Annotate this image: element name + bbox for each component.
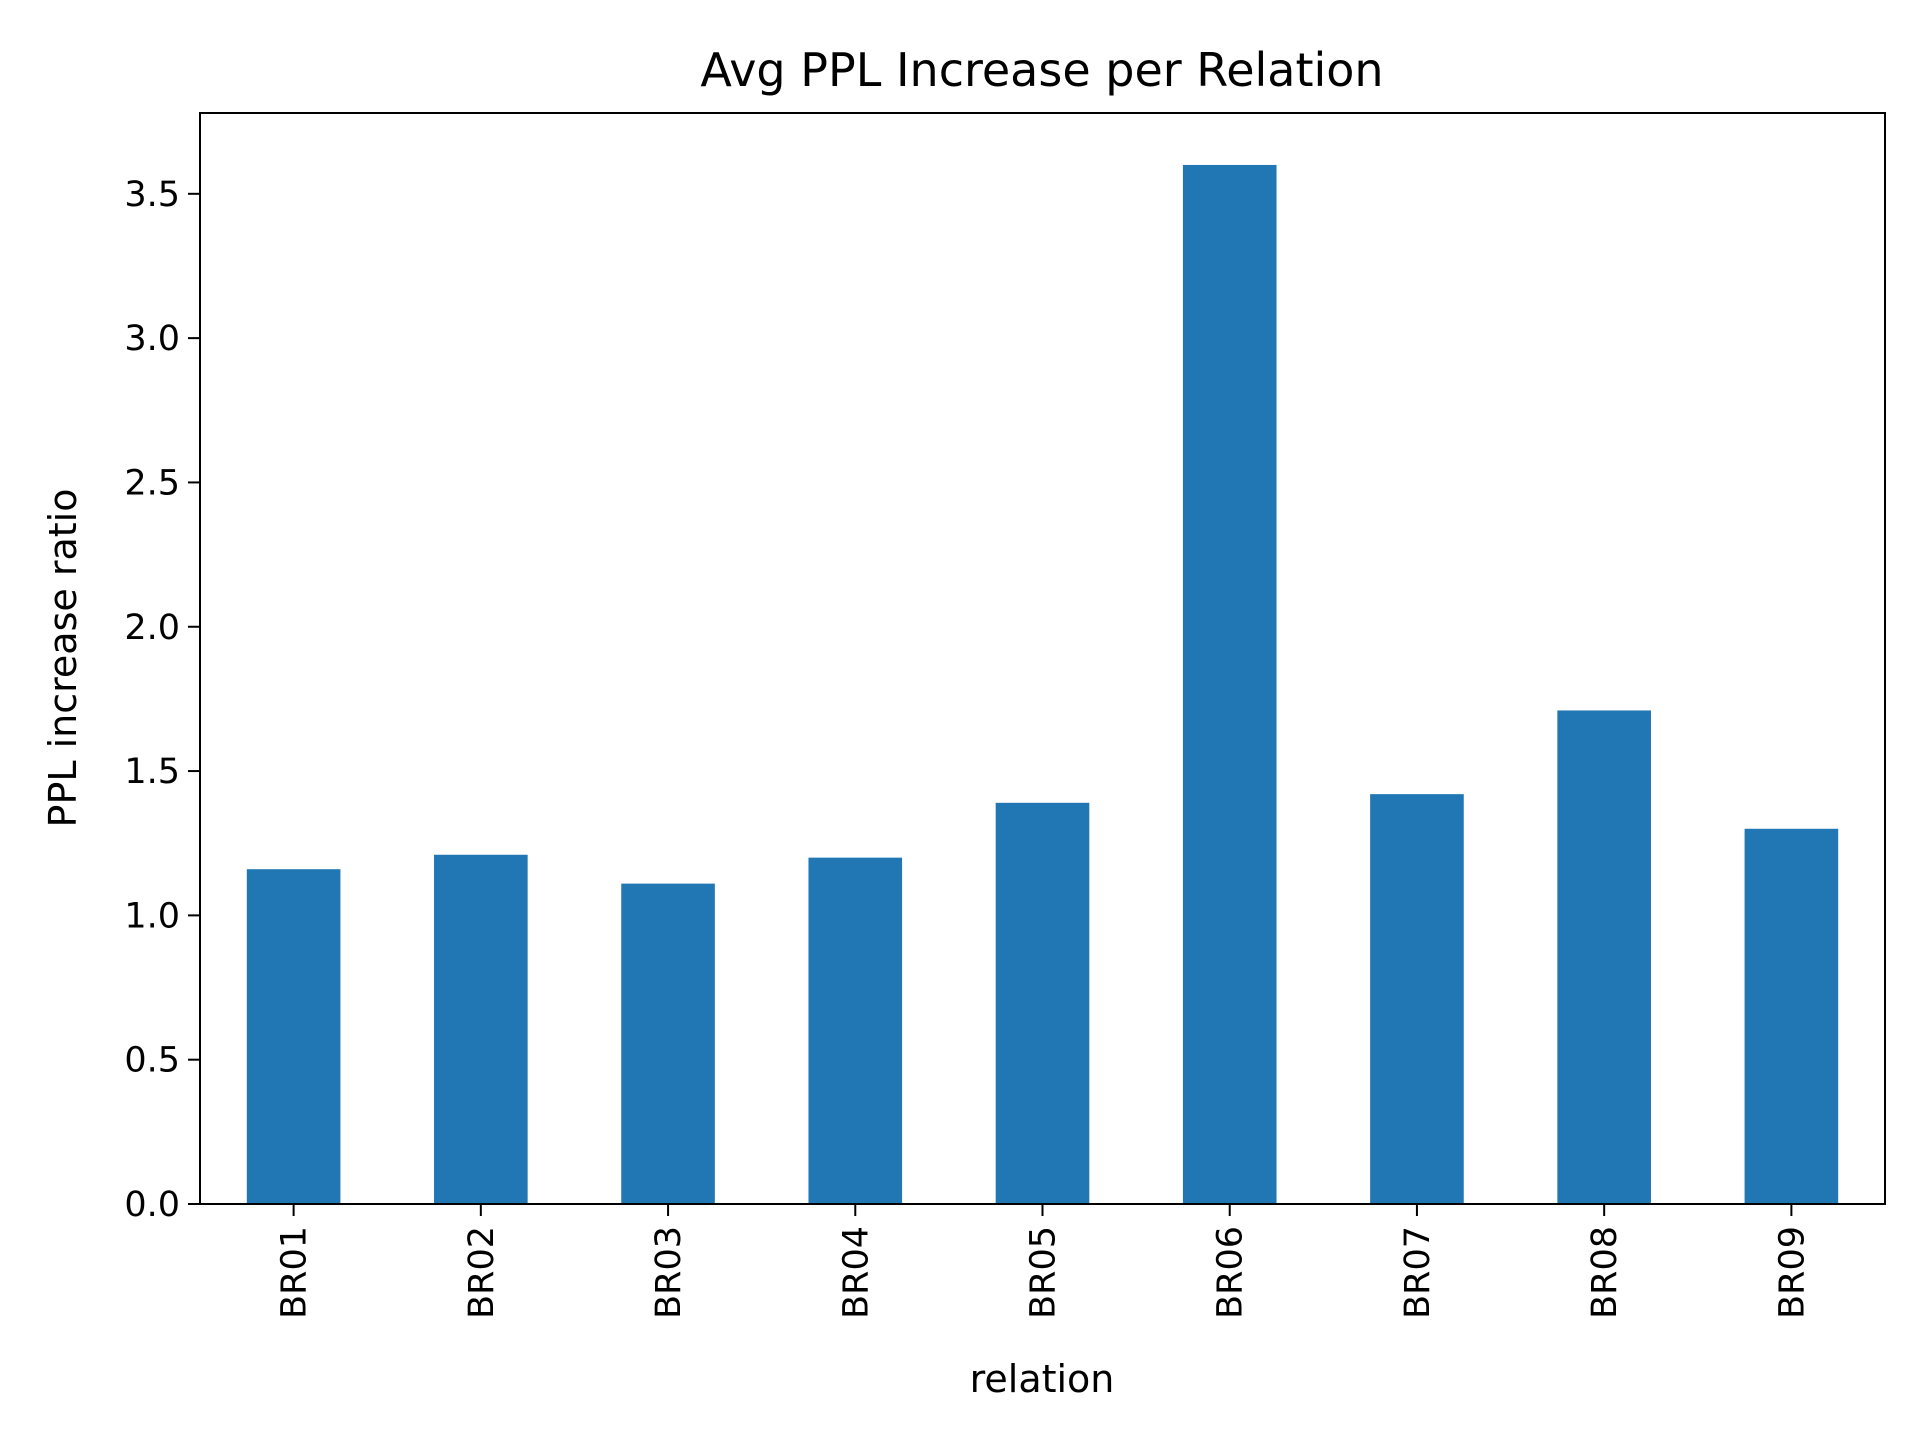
x-axis-label: relation <box>970 1357 1115 1401</box>
x-tick-label: BR03 <box>649 1226 689 1319</box>
bar-br08 <box>1557 710 1651 1204</box>
bar-br07 <box>1370 794 1464 1204</box>
x-tick-label: BR07 <box>1398 1226 1438 1319</box>
y-axis-label: PPL increase ratio <box>41 489 85 828</box>
y-axis-ticks: 0.0 0.5 1.0 1.5 2.0 2.5 3.0 3.5 <box>124 175 200 1225</box>
y-tick-label: 2.5 <box>124 463 180 503</box>
bars-group <box>246 164 1839 1205</box>
x-tick-label: BR01 <box>275 1226 315 1319</box>
x-tick-label: BR02 <box>462 1226 502 1319</box>
y-tick-label: 1.0 <box>124 896 180 936</box>
y-tick-label: 0.0 <box>124 1185 180 1225</box>
x-tick-label: BR09 <box>1772 1226 1812 1319</box>
y-tick-label: 2.0 <box>124 608 180 648</box>
y-tick-label: 3.0 <box>124 319 180 359</box>
chart-title: Avg PPL Increase per Relation <box>700 43 1383 97</box>
x-axis-ticks: BR01 BR02 BR03 BR04 BR05 BR06 BR07 BR08 BR09 <box>275 1204 1812 1319</box>
y-tick-label: 1.5 <box>124 752 180 792</box>
bar-br02 <box>434 854 528 1204</box>
bar-br03 <box>621 883 715 1204</box>
bar-br05 <box>995 802 1090 1204</box>
y-tick-label: 0.5 <box>124 1041 180 1081</box>
bar-br01 <box>246 869 341 1204</box>
bar-br09 <box>1744 828 1839 1204</box>
x-tick-label: BR04 <box>836 1226 876 1319</box>
y-tick-label: 3.5 <box>124 175 180 215</box>
x-tick-label: BR06 <box>1211 1226 1251 1319</box>
bar-br06 <box>1182 164 1277 1205</box>
x-tick-label: BR05 <box>1024 1226 1064 1319</box>
plot-frame <box>199 112 1886 1205</box>
bar-br04 <box>808 857 903 1204</box>
x-tick-label: BR08 <box>1585 1226 1625 1319</box>
